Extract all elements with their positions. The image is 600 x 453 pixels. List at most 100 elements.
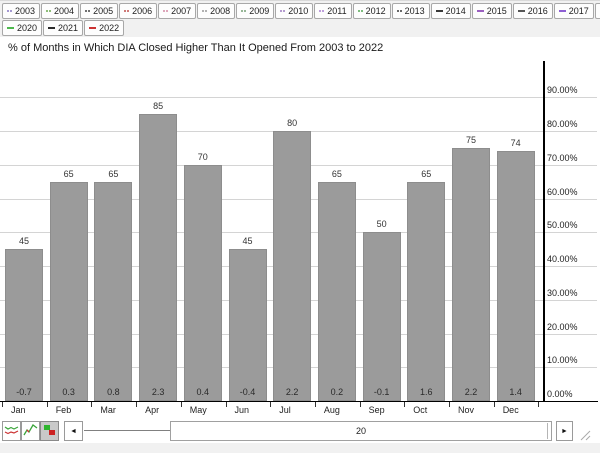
bar-avg-change-label: 0.2	[330, 387, 344, 397]
y-axis-tick-label: 70.00%	[547, 152, 578, 163]
year-button-2008[interactable]: 2008	[197, 3, 236, 19]
scroll-right-button[interactable]: ►	[556, 421, 573, 441]
dashed-line-style-icon	[7, 27, 14, 29]
year-button-2018[interactable]: 2018	[594, 3, 600, 19]
dashed-line-style-icon	[558, 10, 566, 12]
bar-value-label: 74	[510, 138, 521, 149]
x-axis-month-label: Jul	[279, 405, 291, 415]
year-button-label: 2013	[404, 6, 425, 16]
year-button-2013[interactable]: 2013	[391, 3, 430, 19]
line-chart-mode-button[interactable]	[2, 421, 21, 441]
dotted-line-style-icon	[280, 10, 286, 12]
dashed-line-style-icon	[476, 10, 484, 12]
year-button-2014[interactable]: 2014	[430, 3, 471, 19]
bar-chart-mode-button[interactable]	[40, 421, 59, 441]
x-axis-month-label: Dec	[502, 405, 519, 415]
x-axis-month-label: Mar	[100, 405, 116, 415]
dotted-line-style-icon	[124, 10, 130, 12]
year-button-2007[interactable]: 2007	[158, 3, 197, 19]
year-button-2003[interactable]: 2003	[2, 3, 41, 19]
x-axis-month-label: Jan	[11, 405, 26, 415]
x-axis-tick	[180, 402, 182, 407]
arrow-left-icon: ◄	[70, 427, 77, 435]
y-axis-tick-label: 10.00%	[547, 355, 578, 366]
bar-aug	[317, 181, 356, 401]
y-axis-tick-label: 60.00%	[547, 186, 578, 197]
scroll-left-button[interactable]: ◄	[64, 421, 83, 441]
year-button-label: 2005	[93, 6, 114, 16]
year-button-label: 2021	[58, 23, 79, 33]
x-axis-month-label: Aug	[323, 405, 340, 415]
scrollbar-track[interactable]	[84, 430, 170, 431]
x-axis-month-label: Sep	[368, 405, 385, 415]
chart-canvas: % of Months in Which DIA Closed Higher T…	[0, 37, 600, 443]
x-axis-month-label: Nov	[458, 405, 475, 415]
x-axis-month-label: Feb	[55, 405, 72, 415]
year-button-label: 2003	[15, 6, 36, 16]
dotted-line-style-icon	[396, 10, 402, 12]
arrow-right-icon: ►	[561, 427, 568, 435]
year-button-label: 2020	[17, 23, 38, 33]
bar-avg-change-label: 0.3	[62, 387, 75, 397]
bar-feb	[49, 181, 88, 401]
year-button-2010[interactable]: 2010	[275, 3, 314, 19]
x-axis-baseline	[0, 401, 598, 402]
x-axis-tick	[538, 402, 540, 407]
bar-jan	[5, 249, 43, 401]
dotted-line-style-icon	[202, 10, 208, 12]
bar-value-label: 65	[331, 168, 342, 179]
bar-value-label: 65	[421, 168, 432, 179]
x-axis-tick	[270, 402, 272, 407]
year-button-2009[interactable]: 2009	[236, 3, 275, 19]
year-button-2017[interactable]: 2017	[553, 3, 594, 19]
bar-avg-change-label: -0.7	[16, 387, 32, 397]
x-axis-month-label: Oct	[413, 405, 428, 415]
x-axis-tick	[46, 402, 48, 407]
bar-avg-change-label: 2.2	[285, 387, 299, 397]
bar-avg-change-label: -0.4	[239, 387, 256, 397]
year-button-2016[interactable]: 2016	[512, 3, 553, 19]
year-button-label: 2022	[99, 23, 120, 33]
bar-value-label: 50	[376, 219, 387, 230]
bar-value-label: 65	[63, 168, 74, 179]
dashed-line-style-icon	[517, 10, 525, 12]
bar-avg-change-label: 0.4	[196, 387, 210, 397]
bar-dec	[496, 151, 535, 401]
year-button-2012[interactable]: 2012	[352, 3, 391, 19]
year-button-2006[interactable]: 2006	[119, 3, 158, 19]
dashed-line-style-icon	[89, 27, 97, 29]
year-button-2022[interactable]: 2022	[84, 20, 125, 36]
year-button-2005[interactable]: 2005	[80, 3, 119, 19]
year-button-label: 2007	[171, 6, 192, 16]
bar-avg-change-label: 1.6	[420, 387, 433, 397]
year-button-label: 2010	[288, 6, 309, 16]
line-chart-icon	[4, 423, 19, 440]
x-axis-tick	[136, 402, 138, 407]
year-button-label: 2014	[445, 6, 466, 16]
year-button-2004[interactable]: 2004	[41, 3, 80, 19]
bar-value-label: 85	[153, 101, 164, 112]
trend-chart-icon	[23, 423, 38, 440]
bar-jun	[228, 249, 267, 401]
y-axis-tick-label: 0.00%	[547, 389, 573, 399]
year-button-2020[interactable]: 2020	[2, 20, 43, 36]
x-axis-tick	[404, 402, 406, 407]
bar-avg-change-label: 2.3	[151, 387, 165, 397]
x-axis-tick	[449, 402, 450, 407]
year-button-2021[interactable]: 2021	[43, 20, 84, 36]
year-button-2011[interactable]: 2011	[314, 3, 352, 19]
bar-value-label: 45	[18, 236, 29, 247]
scrollbar-value: 20	[355, 426, 366, 436]
bar-value-label: 45	[242, 236, 253, 247]
trend-chart-mode-button[interactable]	[21, 421, 40, 441]
bar-avg-change-label: 0.8	[107, 387, 120, 397]
x-axis-tick	[359, 402, 361, 407]
scrollbar-thumb[interactable]: 20	[170, 421, 552, 441]
dashed-line-style-icon	[48, 27, 56, 29]
bar-oct	[407, 181, 446, 401]
year-button-2015[interactable]: 2015	[471, 3, 512, 19]
resize-grip-icon[interactable]	[575, 428, 591, 446]
dashed-line-style-icon	[435, 10, 443, 12]
year-button-label: 2011	[327, 6, 347, 16]
